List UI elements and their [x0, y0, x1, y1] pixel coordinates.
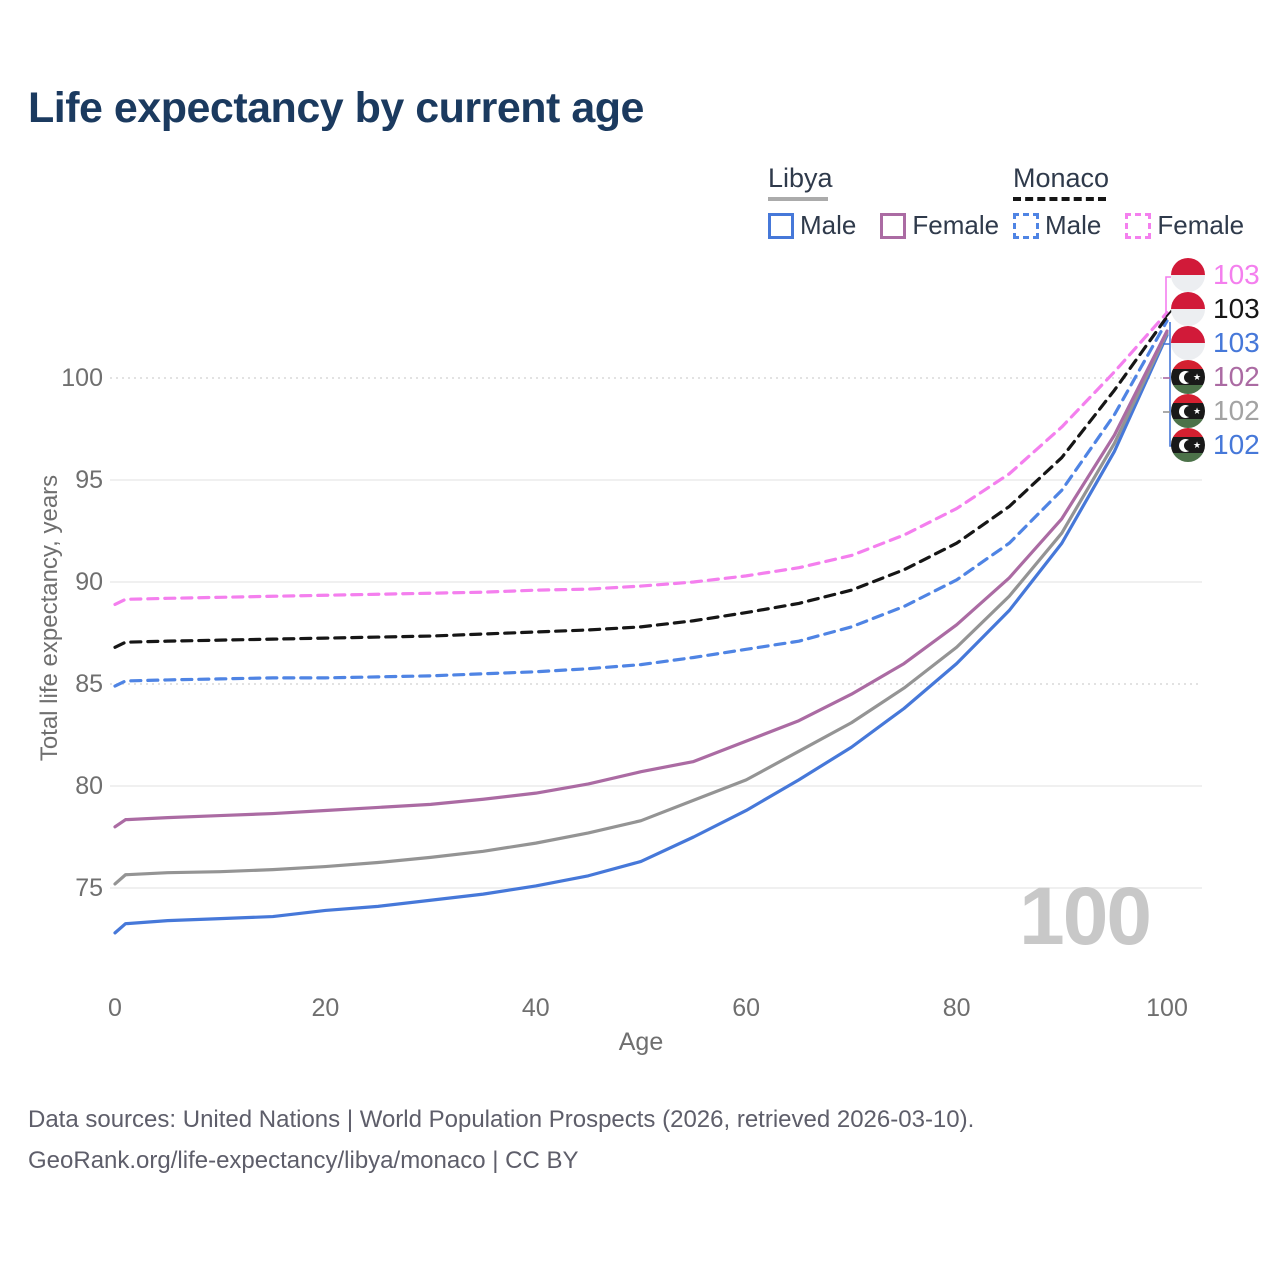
- series-line-libya[interactable]: [113, 331, 1169, 886]
- x-axis-title: Age: [618, 1028, 664, 1056]
- end-label-monaco-male[interactable]: 103: [1171, 326, 1260, 360]
- monaco-flag-icon: [1171, 326, 1205, 360]
- y-tick-label-90: 90: [75, 568, 103, 596]
- legend-label-libya-male[interactable]: Male: [800, 210, 857, 240]
- y-axis-title: Total life expectancy, years: [36, 474, 63, 762]
- libya-flag-icon: ★: [1171, 394, 1205, 428]
- libya-flag-icon: ★: [1171, 428, 1205, 462]
- legend-label-monaco-female[interactable]: Female: [1157, 210, 1245, 240]
- leader-monaco-female: [1165, 276, 1171, 313]
- series-line-monaco-female[interactable]: [113, 311, 1169, 607]
- end-label-monaco-female[interactable]: 103: [1171, 258, 1260, 292]
- legend-group-libya: Libya Male Female: [768, 163, 999, 241]
- x-tick-label-20: 20: [311, 994, 340, 1022]
- end-label-libya-total[interactable]: ★ 102: [1171, 394, 1260, 428]
- legend-underline-libya-solid: [768, 197, 828, 201]
- series-line-libya-female[interactable]: [113, 329, 1169, 829]
- data-sources-line: Data sources: United Nations | World Pop…: [28, 1106, 975, 1133]
- legend-underline-monaco-dashed: [1013, 197, 1106, 201]
- x-tick-label-80: 80: [942, 994, 971, 1022]
- legend-swatch-monaco-female[interactable]: [1125, 212, 1152, 239]
- end-label-libya-male[interactable]: ★ 102: [1171, 428, 1260, 462]
- end-label-monaco-total[interactable]: 103: [1171, 292, 1260, 326]
- end-value: 102: [1213, 361, 1260, 392]
- x-tick-label-40: 40: [521, 994, 550, 1022]
- legend-country-monaco[interactable]: Monaco: [1013, 163, 1110, 193]
- end-value: 103: [1213, 293, 1260, 324]
- x-tick-label-60: 60: [732, 994, 761, 1022]
- end-value: 103: [1213, 259, 1260, 290]
- legend-country-libya[interactable]: Libya: [768, 163, 833, 193]
- monaco-flag-icon: [1171, 258, 1205, 292]
- end-value: 102: [1213, 429, 1260, 460]
- legend-swatch-libya-male[interactable]: [768, 212, 794, 239]
- y-tick-label-75: 75: [75, 874, 103, 902]
- series-line-monaco-male[interactable]: [113, 319, 1169, 688]
- y-tick-label-100: 100: [61, 364, 103, 392]
- legend-swatch-libya-female[interactable]: [880, 212, 907, 239]
- end-value: 103: [1213, 327, 1260, 358]
- series-line-libya-male[interactable]: [113, 333, 1169, 935]
- age-counter-watermark: 100: [1019, 871, 1152, 962]
- libya-flag-icon: ★: [1171, 360, 1205, 394]
- end-label-libya-female[interactable]: ★ 102: [1171, 360, 1260, 394]
- y-tick-label-80: 80: [75, 772, 103, 800]
- source-url-line: GeoRank.org/life-expectancy/libya/monaco…: [28, 1147, 579, 1174]
- y-tick-label-85: 85: [75, 670, 103, 698]
- legend-group-monaco: Monaco Male Female: [1013, 163, 1244, 241]
- x-tick-label-100: 100: [1146, 994, 1188, 1022]
- legend-swatch-monaco-male[interactable]: [1013, 212, 1039, 239]
- page-title: Life expectancy by current age: [28, 84, 644, 132]
- x-tick-label-0: 0: [108, 994, 122, 1022]
- monaco-flag-icon: [1171, 292, 1205, 326]
- legend-label-monaco-male[interactable]: Male: [1045, 210, 1102, 240]
- legend-label-libya-female[interactable]: Female: [912, 210, 1000, 240]
- y-tick-label-95: 95: [75, 466, 103, 494]
- end-value: 102: [1213, 395, 1260, 426]
- series-line-monaco[interactable]: [113, 315, 1169, 649]
